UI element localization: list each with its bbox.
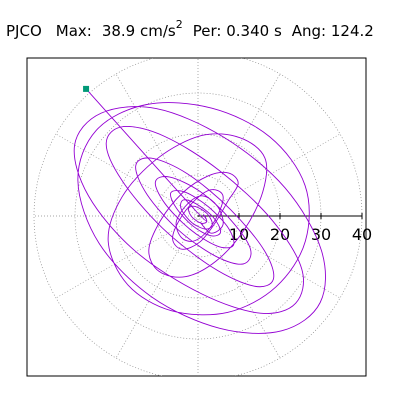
- grid-spoke: [115, 215, 199, 359]
- grid-spoke: [197, 215, 341, 299]
- angle-label: Ang:: [291, 22, 327, 40]
- orbit-trace: [73, 88, 326, 334]
- radial-tick-label: 40: [352, 225, 372, 244]
- angle-value: 124.2: [330, 22, 374, 40]
- orbit-end-marker: [83, 85, 90, 92]
- grid-spoke: [197, 215, 281, 359]
- max-unit-exponent: 2: [175, 18, 183, 31]
- orbit-series: [73, 85, 326, 334]
- radial-tick-label: 20: [270, 225, 290, 244]
- radial-axis: 10 20 30 40: [198, 213, 372, 244]
- grid-spoke: [55, 133, 199, 217]
- plot-frame: [26, 57, 367, 377]
- chart-header: PJCO Max: 38.9 cm/s2 Per: 0.340 s Ang: 124.2: [6, 17, 374, 41]
- max-value: 38.9: [101, 22, 136, 40]
- grid-spoke: [115, 73, 199, 217]
- grid-spoke: [197, 133, 341, 217]
- period-label: Per:: [192, 22, 222, 40]
- max-label: Max:: [55, 22, 92, 40]
- period-value: 0.340 s: [226, 22, 282, 40]
- max-unit: cm/s: [140, 22, 176, 40]
- station-code: PJCO: [6, 22, 42, 40]
- grid-spoke: [197, 73, 281, 217]
- radial-tick-label: 30: [311, 225, 331, 244]
